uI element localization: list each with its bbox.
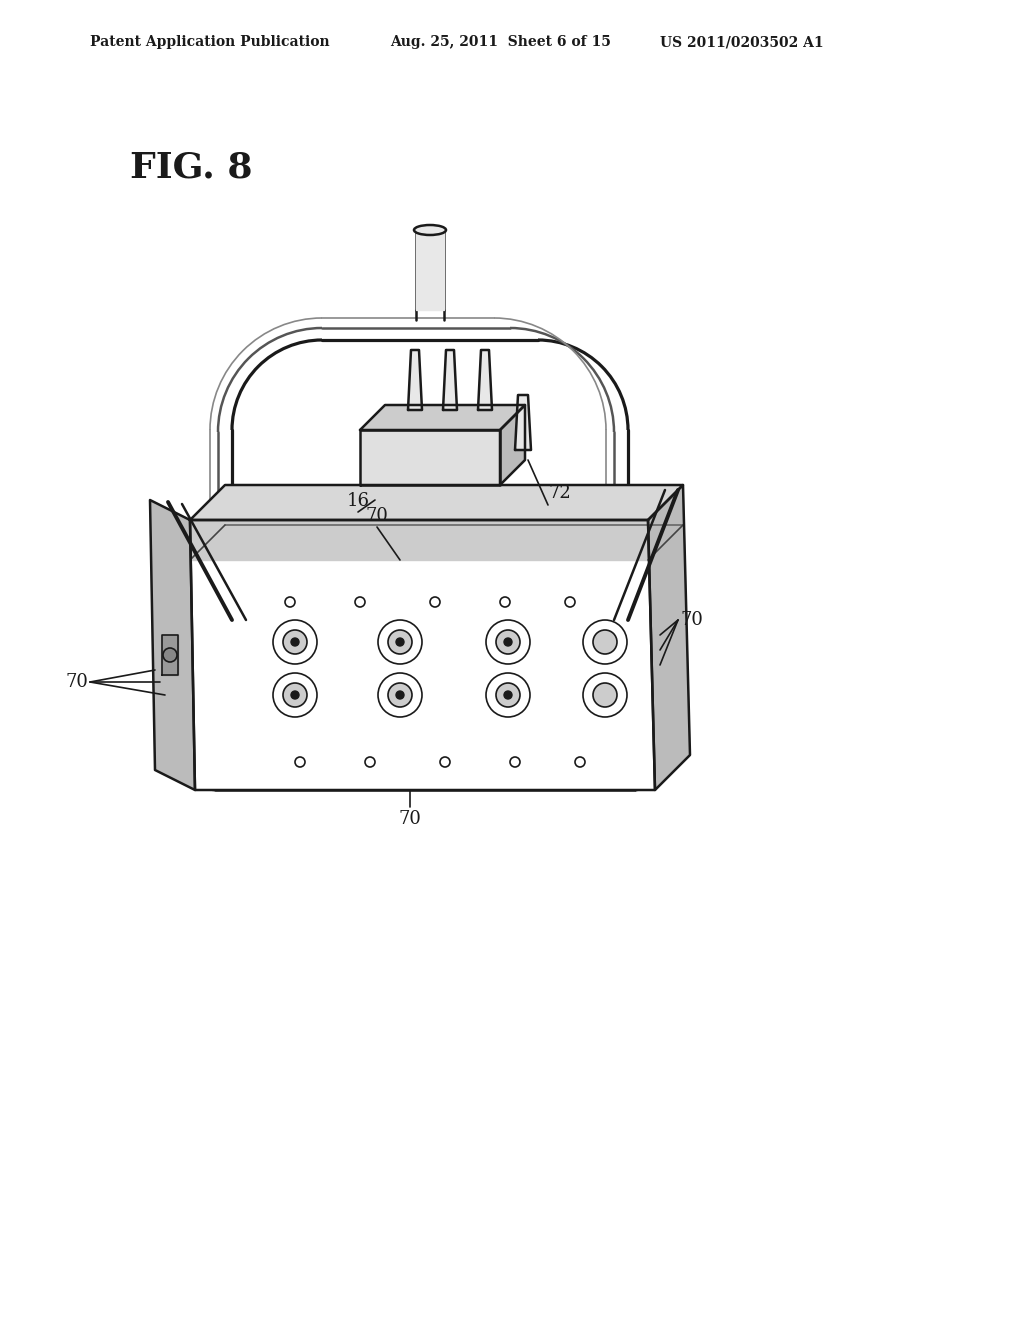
Text: 70: 70 [398, 810, 422, 828]
Circle shape [378, 620, 422, 664]
Circle shape [496, 682, 520, 708]
Circle shape [593, 630, 617, 653]
Circle shape [486, 673, 530, 717]
Polygon shape [648, 484, 690, 789]
Circle shape [283, 682, 307, 708]
Text: Patent Application Publication: Patent Application Publication [90, 36, 330, 49]
Polygon shape [150, 500, 195, 789]
Circle shape [378, 673, 422, 717]
Circle shape [496, 630, 520, 653]
Text: FIG. 8: FIG. 8 [130, 150, 253, 183]
Polygon shape [443, 350, 457, 411]
Circle shape [291, 638, 299, 645]
Polygon shape [478, 350, 492, 411]
Polygon shape [360, 405, 525, 430]
Polygon shape [162, 635, 178, 675]
Circle shape [583, 673, 627, 717]
Polygon shape [190, 520, 648, 560]
Circle shape [504, 690, 512, 700]
Circle shape [396, 690, 404, 700]
Text: 16: 16 [346, 492, 370, 510]
Polygon shape [416, 230, 444, 310]
Text: 70: 70 [66, 673, 88, 690]
Polygon shape [190, 520, 655, 789]
Polygon shape [190, 484, 683, 520]
Polygon shape [515, 395, 531, 450]
Circle shape [273, 620, 317, 664]
Polygon shape [360, 430, 500, 484]
Circle shape [163, 648, 177, 663]
Circle shape [388, 630, 412, 653]
Circle shape [486, 620, 530, 664]
Circle shape [504, 638, 512, 645]
Text: US 2011/0203502 A1: US 2011/0203502 A1 [660, 36, 823, 49]
Circle shape [593, 682, 617, 708]
Circle shape [273, 673, 317, 717]
Text: Aug. 25, 2011  Sheet 6 of 15: Aug. 25, 2011 Sheet 6 of 15 [390, 36, 611, 49]
Circle shape [583, 620, 627, 664]
Circle shape [291, 690, 299, 700]
Polygon shape [408, 350, 422, 411]
Text: 70: 70 [366, 507, 388, 525]
Circle shape [388, 682, 412, 708]
Ellipse shape [414, 224, 446, 235]
Polygon shape [500, 405, 525, 484]
Text: 70: 70 [680, 611, 702, 630]
Circle shape [396, 638, 404, 645]
Text: 72: 72 [549, 484, 571, 502]
Circle shape [283, 630, 307, 653]
